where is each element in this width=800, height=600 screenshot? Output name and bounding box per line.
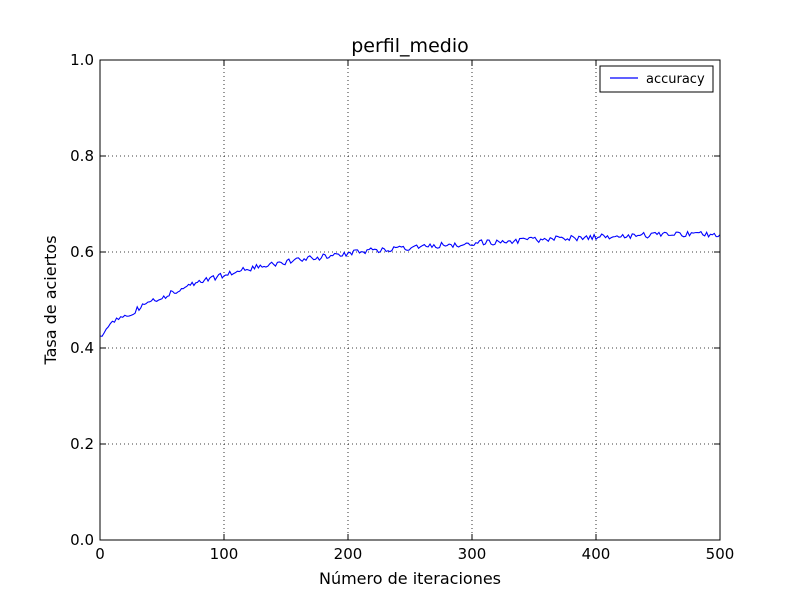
grid xyxy=(100,60,720,540)
x-tick-label: 300 xyxy=(458,545,487,563)
plot-frame xyxy=(99,59,721,541)
y-tick-label: 1.0 xyxy=(70,51,94,69)
y-axis-title: Tasa de aciertos xyxy=(41,235,60,365)
series-line-accuracy xyxy=(99,230,721,337)
legend-box xyxy=(599,65,714,93)
y-tick-label: 0.8 xyxy=(70,147,94,165)
y-tick-label: 0.4 xyxy=(70,339,94,357)
x-tick-label: 500 xyxy=(706,545,735,563)
legend-label-accuracy: accuracy xyxy=(646,72,705,87)
legend: accuracy xyxy=(599,65,714,93)
x-tick-label: 400 xyxy=(582,545,611,563)
x-axis-title: Número de iteraciones xyxy=(319,569,501,588)
y-tick-label: 0.2 xyxy=(70,435,94,453)
x-tick-label: 100 xyxy=(210,545,239,563)
x-tick-label: 0 xyxy=(95,545,105,563)
y-tick-label: 0.0 xyxy=(70,531,94,549)
series-layer xyxy=(99,230,721,337)
x-tick-label: 200 xyxy=(334,545,363,563)
y-tick-label: 0.6 xyxy=(70,243,94,261)
ticks: 0 100 200 300 400 500 0.0 0.2 0.4 0.6 0.8 1.0 xyxy=(70,51,734,563)
chart-title: perfil_medio xyxy=(351,35,468,57)
